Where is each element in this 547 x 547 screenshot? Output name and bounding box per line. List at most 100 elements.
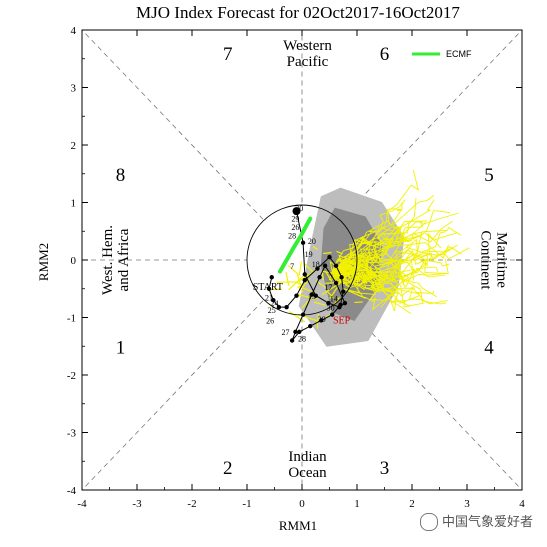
ensemble-member-line xyxy=(321,280,344,296)
ensemble-members xyxy=(268,169,470,329)
ensemble-member-line xyxy=(354,301,363,304)
ensemble-member-line xyxy=(332,199,406,274)
x-tick-label: 0 xyxy=(299,498,305,510)
ensemble-member-line xyxy=(325,281,343,284)
phase-number-7: 7 xyxy=(223,44,233,65)
x-tick-label: 4 xyxy=(519,498,525,510)
y-tick-label: 1 xyxy=(71,198,77,210)
ensemble-member-line xyxy=(324,271,333,282)
x-tick-label: -3 xyxy=(132,498,142,510)
ensemble-member-line xyxy=(323,251,332,255)
observed-point xyxy=(284,304,289,310)
day-label: 21 xyxy=(265,293,273,302)
day-label: 25 xyxy=(268,306,276,315)
ensemble-member-line xyxy=(332,197,417,273)
phase-number-1: 1 xyxy=(116,337,126,358)
observed-point xyxy=(297,329,302,335)
phase-divider-diagonal-4 xyxy=(81,300,264,491)
region-label-line: Western xyxy=(283,38,332,54)
ensemble-member-line xyxy=(331,267,438,298)
ensemble-member-line xyxy=(331,271,447,305)
ensemble-member-line xyxy=(285,271,290,287)
watermark-text: 中国气象爱好者 xyxy=(441,514,533,530)
ensemble-member-line xyxy=(331,271,445,288)
region-label-line: Indian xyxy=(288,449,327,465)
observed-point xyxy=(293,329,298,335)
observed-end-point xyxy=(292,207,301,216)
ensemble-member-line xyxy=(346,267,354,273)
region-label-west-hem-africa: West. Hem. and Africa xyxy=(100,225,132,295)
ensemble-member-line xyxy=(298,261,303,276)
observed-point xyxy=(330,312,335,317)
region-label-line: Continent xyxy=(478,230,494,290)
spread-inner-area xyxy=(320,207,383,321)
observed-point xyxy=(327,254,332,260)
observed-point xyxy=(319,318,324,323)
day-label: 26 xyxy=(291,223,299,232)
day-label: 18 xyxy=(312,260,320,269)
ensemble-member-line xyxy=(329,285,339,300)
observed-point xyxy=(309,292,315,297)
day-label: 20 xyxy=(308,237,316,246)
day-label: 17 xyxy=(324,283,332,292)
ensemble-mean-line xyxy=(278,216,313,274)
ensemble-member-line xyxy=(301,278,311,289)
watermark-icon xyxy=(419,513,438,531)
chart-title: MJO Index Forecast for 02Oct2017-16Oct20… xyxy=(136,3,460,22)
ensemble-member-line xyxy=(313,301,326,306)
ensemble-member-line xyxy=(331,271,435,295)
x-tick-label: 1 xyxy=(354,498,360,510)
day-label: 30 xyxy=(327,304,335,313)
ensemble-member-line xyxy=(331,169,420,272)
ensemble-member-line xyxy=(336,250,343,255)
observed-point xyxy=(313,293,318,298)
observed-point xyxy=(337,304,342,310)
ensemble-member-line xyxy=(329,259,415,283)
x-axis: -4 -3 -2 -1 0 1 2 3 4 xyxy=(77,30,525,510)
x-axis-label: RMM1 xyxy=(279,518,317,533)
x-tick-label: 2 xyxy=(409,498,415,510)
ensemble-member-line xyxy=(269,288,282,291)
ensemble-member-line xyxy=(332,258,428,281)
day-label: 28 xyxy=(298,335,306,344)
observed-point xyxy=(294,293,299,298)
region-label-line: Maritime xyxy=(494,232,510,288)
day-label: 27 xyxy=(282,328,290,337)
y-tick-label: 3 xyxy=(71,83,77,95)
region-label-line: Pacific xyxy=(287,54,329,70)
region-label-line: West. Hem. xyxy=(100,225,116,295)
legend: ECMF xyxy=(412,49,472,59)
ensemble-member-line xyxy=(331,212,459,272)
phase-number-2: 2 xyxy=(223,458,233,479)
observed-point xyxy=(302,272,307,277)
observed-point xyxy=(276,304,282,310)
observed-point xyxy=(317,275,322,280)
day-label: START xyxy=(253,282,283,293)
observed-point xyxy=(333,263,339,268)
watermark: 中国气象爱好者 xyxy=(419,511,533,531)
ensemble-member-line xyxy=(288,275,304,291)
phase-number-3: 3 xyxy=(380,458,390,479)
day-label: SEP xyxy=(333,315,351,326)
observed-point xyxy=(269,275,274,280)
y-tick-label: -3 xyxy=(67,428,77,440)
day-label: 14 xyxy=(330,294,338,303)
day-label: 19 xyxy=(305,250,313,259)
phase-divider-diagonal-3 xyxy=(340,300,523,491)
ensemble-member-line xyxy=(331,199,435,272)
observed-point xyxy=(339,275,344,280)
x-tick-label: 3 xyxy=(464,498,470,510)
y-tick-label: -2 xyxy=(67,370,76,382)
day-label: 26 xyxy=(266,316,274,325)
observed-point xyxy=(302,277,307,283)
day-label: 29 xyxy=(291,214,299,223)
day-label: 24 xyxy=(271,299,279,308)
day-label: 30 xyxy=(295,204,303,213)
observed-point xyxy=(271,298,276,303)
phase-number-4: 4 xyxy=(484,337,494,358)
ensemble-member-line xyxy=(287,265,299,275)
legend-ecmf-label: ECMF xyxy=(446,49,472,59)
